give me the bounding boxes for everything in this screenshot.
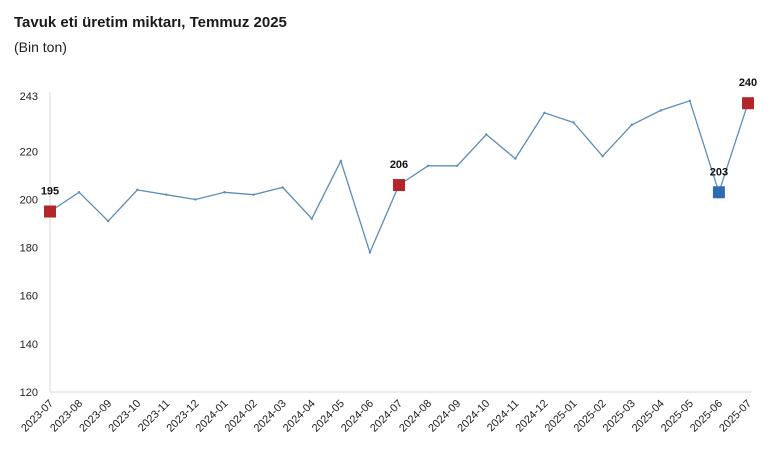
data-point (310, 217, 313, 220)
y-tick-label: 200 (20, 194, 38, 206)
marker-layer: 195 206 203 240 (41, 77, 757, 218)
y-tick-label: 160 (20, 291, 38, 303)
data-point (77, 191, 81, 194)
data-point (136, 188, 139, 192)
data-point (194, 198, 197, 201)
x-tick-label: 2024-10 (455, 398, 492, 435)
data-label: 240 (739, 77, 757, 89)
x-tick-label: 2025-07 (717, 398, 754, 435)
y-tick-label: 140 (20, 339, 38, 351)
y-tick-labels: 120 140 160 180 200 220 243 (20, 91, 38, 399)
y-tick-label: 180 (20, 243, 38, 255)
data-point (223, 191, 226, 194)
data-point (688, 99, 692, 103)
y-tick-label: 120 (20, 387, 38, 399)
series-layer (48, 99, 750, 255)
data-label: 203 (710, 166, 728, 178)
data-point (514, 157, 517, 160)
highlight-marker (712, 186, 725, 199)
y-tick-label: 220 (20, 146, 38, 158)
axes (49, 92, 752, 393)
data-point (455, 164, 459, 167)
y-tick-label: 243 (20, 91, 38, 103)
data-point (572, 121, 575, 124)
data-point (601, 154, 604, 158)
data-point (252, 193, 255, 196)
x-tick-label: 2023-10 (106, 398, 143, 435)
data-point (630, 123, 633, 127)
chart-subtitle: (Bin ton) (14, 39, 67, 55)
data-point (368, 251, 372, 254)
data-point (485, 133, 488, 136)
data-point (339, 159, 343, 163)
highlight-marker (44, 205, 56, 218)
data-point (165, 193, 168, 196)
data-point (426, 164, 430, 167)
data-point (659, 109, 662, 112)
chart-title: Tavuk eti üretim miktarı, Temmuz 2025 (14, 14, 287, 31)
highlight-marker (742, 97, 754, 110)
data-label: 195 (41, 186, 59, 198)
highlight-marker (393, 179, 405, 192)
data-point (106, 219, 110, 223)
data-point (281, 186, 284, 189)
series-line (49, 99, 749, 255)
x-tick-labels: 2023-072023-082023-092023-102023-112023-… (19, 398, 754, 435)
data-point (543, 111, 546, 115)
data-label: 206 (390, 159, 408, 171)
